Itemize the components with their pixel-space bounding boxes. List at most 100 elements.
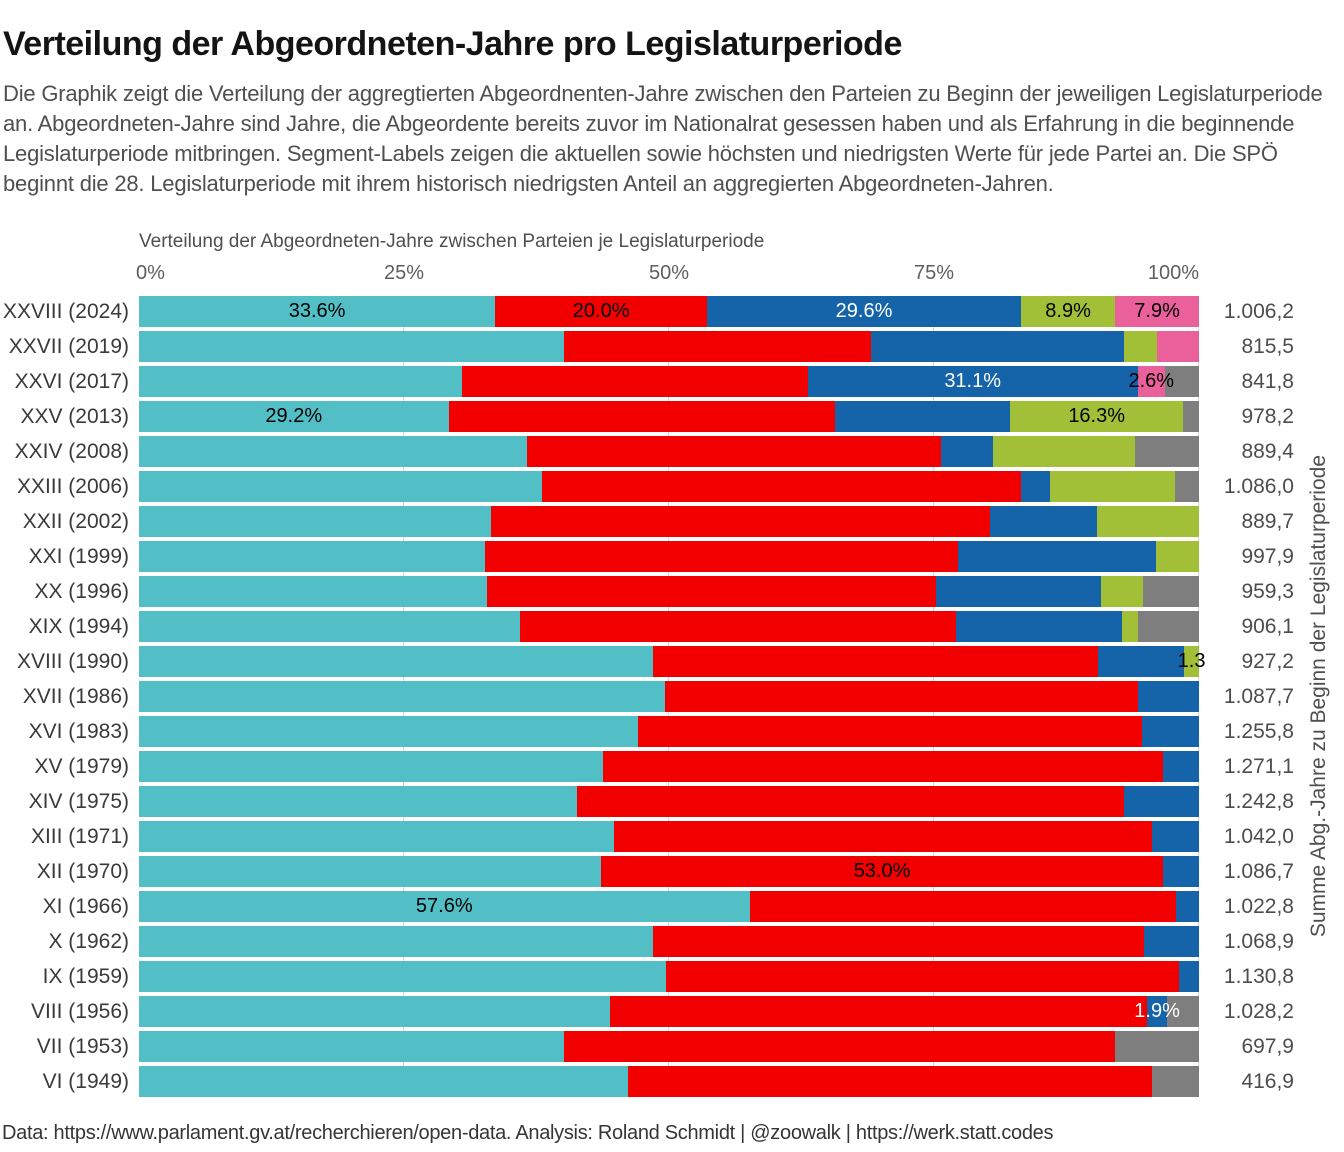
bar-row: XIII (1971) 1.042,0 — [0, 821, 1299, 852]
bar-segment-teal: 29.2% — [139, 401, 449, 432]
row-total: 1.086,0 — [1223, 475, 1294, 498]
bar: 33.6% 20.0% 29.6% 8.9% 7.9% — [139, 296, 1199, 327]
bar-segment-teal — [139, 331, 565, 362]
bar-segment-teal — [139, 716, 639, 747]
bar-segment-gray — [1135, 436, 1199, 467]
row-label: XXVI (2017) — [14, 370, 129, 393]
row-label: XXI (1999) — [28, 545, 129, 568]
bar-segment-blue — [1143, 926, 1199, 957]
bar: 57.6% — [139, 891, 1199, 922]
bar-segment-teal — [139, 576, 487, 607]
bar-row: IX (1959) 1.130,8 — [0, 961, 1299, 992]
bar-segment-red — [653, 926, 1144, 957]
row-total: 906,1 — [1241, 615, 1294, 638]
bar-segment-teal — [139, 786, 577, 817]
bar-segment-gray — [1152, 1066, 1199, 1097]
bar-segment-teal — [139, 436, 527, 467]
bar — [139, 961, 1199, 992]
row-total: 1.022,8 — [1223, 895, 1294, 918]
bar-row: XIV (1975) 1.242,8 — [0, 786, 1299, 817]
bar-segment-blue — [1162, 751, 1199, 782]
bar-row: XVI (1983) 1.255,8 — [0, 716, 1299, 747]
bar-segment-pink — [1156, 331, 1199, 362]
row-total: 841,8 — [1241, 370, 1294, 393]
bar-segment-blue — [1098, 646, 1185, 677]
row-label: XVIII (1990) — [16, 650, 129, 673]
bar-segment-red — [665, 961, 1179, 992]
bar-row: XXII (2002) 889,7 — [0, 506, 1299, 537]
row-label: XXIII (2006) — [16, 475, 129, 498]
bar-segment-pink: 7.9% — [1115, 296, 1199, 327]
bar-segment-red — [638, 716, 1142, 747]
bar-segment-gray — [1174, 471, 1199, 502]
row-total: 889,7 — [1241, 510, 1294, 533]
source-credit-footer: Data: https://www.parlament.gv.at/recher… — [2, 1122, 1054, 1144]
row-label: XXV (2013) — [20, 405, 129, 428]
bar: 1.3 — [139, 646, 1205, 677]
bar-segment-blue — [1123, 786, 1199, 817]
bar: 31.1% 2.6% — [139, 366, 1199, 397]
segment-value-label: 29.2% — [265, 405, 323, 427]
row-total: 997,9 — [1241, 545, 1294, 568]
bar-segment-teal — [139, 681, 665, 712]
bar — [139, 1031, 1199, 1062]
row-label: XII (1970) — [36, 860, 129, 883]
bar-segment-teal — [139, 611, 520, 642]
bar-segment-red — [749, 891, 1176, 922]
segment-value-label: 31.1% — [944, 370, 1002, 392]
bar — [139, 786, 1199, 817]
bar-segment-teal: 33.6% — [139, 296, 496, 327]
row-label: XXII (2002) — [22, 510, 129, 533]
y-axis-right-title: Summe Abg.-Jahre zu Beginn der Legislatu… — [1298, 296, 1340, 1097]
bar-segment-red — [490, 506, 991, 537]
segment-value-label: 7.9% — [1134, 300, 1180, 322]
bar-row: XII (1970) 53.0% 1.086,7 — [0, 856, 1299, 887]
bar-segment-teal — [139, 366, 463, 397]
bar-segment-teal — [139, 506, 491, 537]
bar-row: X (1962) 1.068,9 — [0, 926, 1299, 957]
row-label: XV (1979) — [34, 755, 129, 778]
bar-segment-red — [609, 996, 1148, 1027]
x-tick-label: 25% — [383, 262, 425, 284]
bar — [139, 576, 1199, 607]
bar-segment-red — [627, 1066, 1153, 1097]
segment-value-label: 1.9% — [1134, 1000, 1180, 1022]
bar-row: VII (1953) 697,9 — [0, 1031, 1299, 1062]
bar-segment-teal — [139, 541, 485, 572]
row-label: XIV (1975) — [28, 790, 129, 813]
bar-segment-blue — [1152, 821, 1199, 852]
row-total: 1.255,8 — [1223, 720, 1294, 743]
row-total: 959,3 — [1241, 580, 1294, 603]
bar-segment-red: 53.0% — [601, 856, 1163, 887]
bar-segment-blue — [1141, 716, 1199, 747]
bar-segment-red — [541, 471, 1021, 502]
bar-segment-red — [664, 681, 1138, 712]
bar-segment-gray — [1165, 366, 1199, 397]
segment-value-label: 53.0% — [853, 860, 911, 882]
page-subtitle: Die Graphik zeigt die Verteilung der agg… — [3, 81, 1323, 196]
bar-row: XXIV (2008) 889,4 — [0, 436, 1299, 467]
bar-segment-red — [653, 646, 1099, 677]
bar-segment-green — [993, 436, 1136, 467]
bar-row: XXVI (2017) 31.1% 2.6% 841,8 — [0, 366, 1299, 397]
x-axis-ticks: 0% 25% 50% 75% 100% — [136, 262, 1199, 286]
row-total: 1.042,0 — [1223, 825, 1294, 848]
bar — [139, 1066, 1199, 1097]
bar-row: VI (1949) 416,9 — [0, 1066, 1299, 1097]
segment-value-label: 20.0% — [572, 300, 630, 322]
row-label: XIII (1971) — [30, 825, 129, 848]
row-total: 1.028,2 — [1223, 1000, 1294, 1023]
bar-row: VIII (1956) 1.9% 1.028,2 — [0, 996, 1299, 1027]
bar-segment-gray — [1137, 611, 1199, 642]
bar-segment-teal — [139, 1031, 565, 1062]
bar-segment-red — [526, 436, 942, 467]
bar-row: XIX (1994) 906,1 — [0, 611, 1299, 642]
x-tick-label: 100% — [1147, 262, 1199, 284]
bar-segment-gray — [1167, 996, 1199, 1027]
bar-segment-blue — [1178, 961, 1199, 992]
segment-value-label: 16.3% — [1068, 405, 1126, 427]
bar-segment-gray — [1142, 576, 1199, 607]
bar-segment-teal — [139, 471, 542, 502]
bar-row: XV (1979) 1.271,1 — [0, 751, 1299, 782]
bar: 29.2% 16.3% — [139, 401, 1199, 432]
